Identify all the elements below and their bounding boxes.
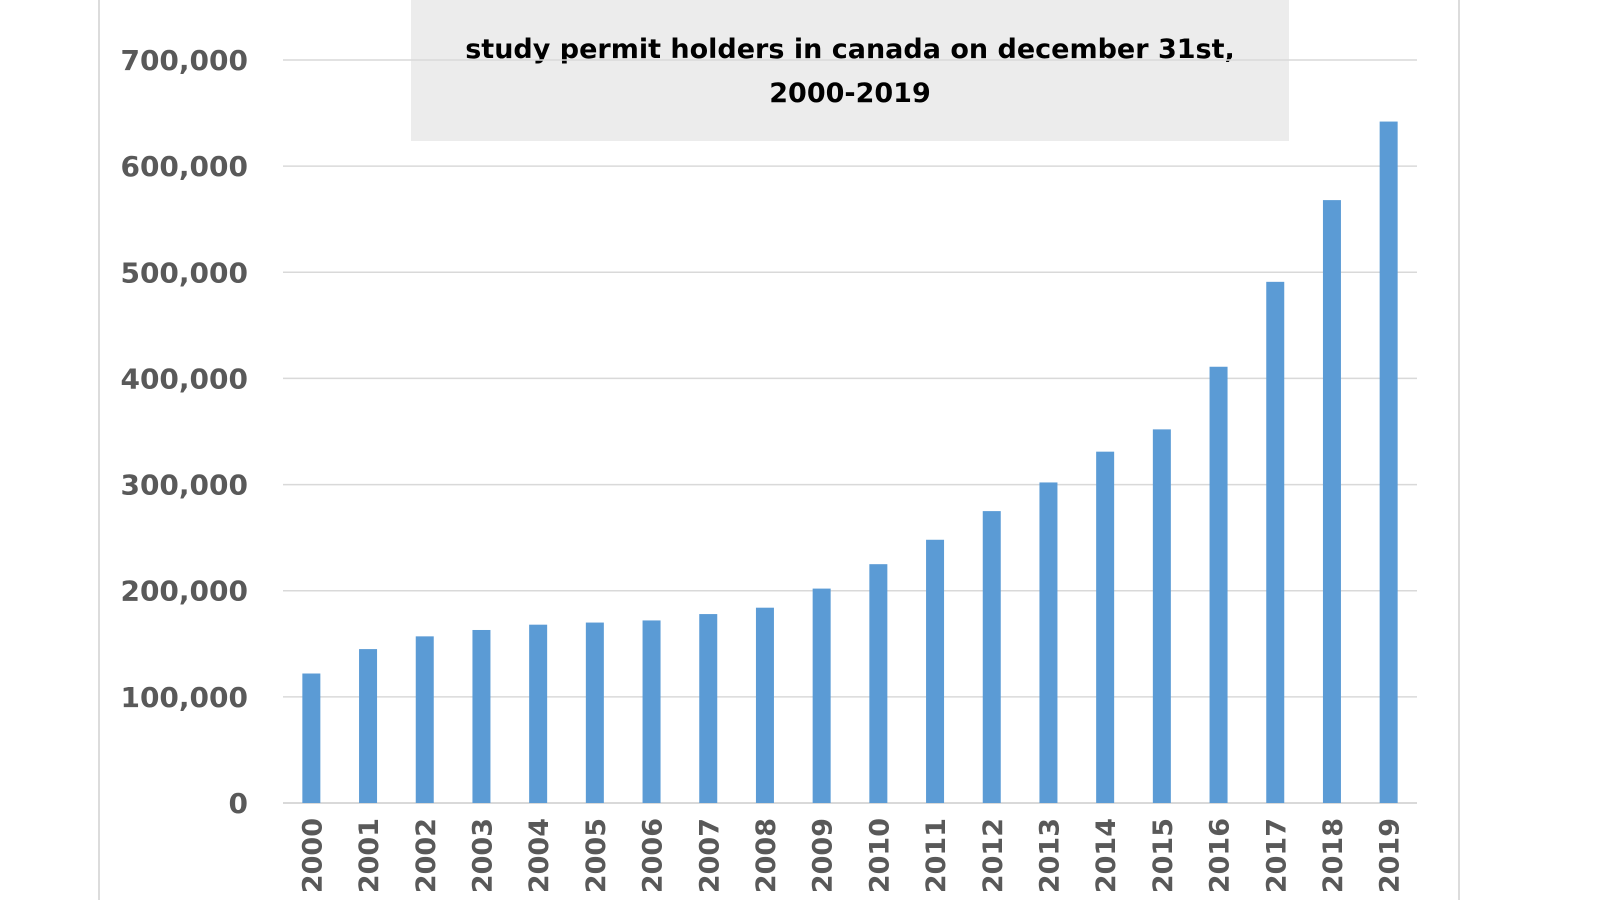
x-tick-label: 2007 (694, 818, 725, 893)
bar-2009 (812, 588, 831, 803)
bar-2018 (1322, 200, 1341, 803)
x-tick-label: 2004 (524, 818, 555, 893)
bar-2012 (982, 511, 1001, 803)
title-box (411, 0, 1289, 141)
bar-layer (302, 121, 1398, 803)
x-tick-label: 2016 (1205, 818, 1236, 893)
x-tick-label: 2010 (864, 818, 895, 893)
bar-2015 (1152, 429, 1171, 803)
x-tick-label: 2006 (638, 818, 669, 893)
x-tick-label: 2013 (1034, 818, 1065, 893)
bar-2002 (415, 636, 434, 803)
bar-2003 (472, 629, 491, 803)
bar-2016 (1209, 366, 1228, 803)
bar-2011 (926, 539, 945, 803)
bar-2014 (1096, 451, 1115, 803)
bar-2006 (642, 620, 661, 803)
frame-left-border (98, 0, 100, 900)
x-tick-label: 2003 (467, 818, 498, 893)
y-axis: 0 100,000 200,000 300,000 400,000 500,000 600,… (120, 44, 248, 820)
x-tick-label: 2018 (1318, 818, 1349, 893)
bar-2007 (699, 614, 718, 803)
y-tick-label: 100,000 (120, 681, 248, 714)
x-tick-label: 2012 (978, 818, 1009, 893)
bar-2013 (1039, 482, 1058, 803)
x-tick-label: 2011 (921, 818, 952, 893)
bar-2005 (585, 622, 604, 803)
x-tick-label: 2008 (751, 818, 782, 893)
x-axis: 2000 2001 2002 2003 2004 2005 2006 2007 2008 2009… (297, 818, 1405, 893)
bar-2001 (359, 649, 378, 803)
bar-2008 (755, 607, 774, 803)
x-tick-label: 2017 (1261, 818, 1292, 893)
bar-2000 (302, 673, 321, 803)
x-tick-label: 2015 (1148, 818, 1179, 893)
grid-layer (283, 59, 1417, 804)
x-tick-label: 2014 (1091, 818, 1122, 893)
bar-2019 (1379, 121, 1398, 803)
x-tick-label: 2002 (411, 818, 442, 893)
x-tick-label: 2019 (1375, 818, 1406, 893)
y-tick-label: 700,000 (120, 44, 248, 77)
bar-2004 (529, 624, 548, 803)
x-tick-label: 2000 (297, 818, 328, 893)
y-tick-label: 300,000 (120, 469, 248, 502)
y-tick-label: 200,000 (120, 575, 248, 608)
bar-2010 (869, 564, 888, 803)
frame-right-border (1458, 0, 1460, 900)
x-tick-label: 2001 (354, 818, 385, 893)
x-tick-label: 2005 (581, 818, 612, 893)
y-tick-label: 0 (229, 787, 248, 820)
x-tick-label: 2009 (808, 818, 839, 893)
bar-2017 (1266, 281, 1285, 803)
y-tick-label: 600,000 (120, 150, 248, 183)
y-tick-label: 500,000 (120, 256, 248, 289)
y-tick-label: 400,000 (120, 362, 248, 395)
